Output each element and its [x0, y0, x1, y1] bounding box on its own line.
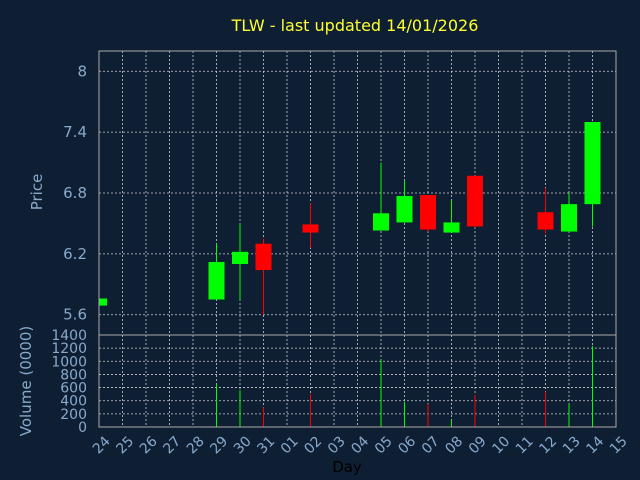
x-tick-label: 08 [442, 433, 466, 457]
volume-panel-frame [98, 334, 617, 428]
candle-body [302, 224, 319, 233]
candle-body [537, 212, 554, 230]
chart-title: TLW - last updated 14/01/2026 [231, 16, 479, 35]
volume-tick-label: 1400 [51, 328, 87, 344]
x-tick-label: 29 [207, 433, 231, 457]
x-tick-label: 15 [607, 433, 631, 457]
x-tick-label: 12 [536, 433, 560, 457]
volume-axis-label: Volume (0000) [17, 326, 35, 436]
price-axis-label: Price [28, 174, 46, 211]
volume-grid [98, 334, 617, 428]
candle-body [232, 251, 248, 264]
x-tick-label: 28 [184, 433, 208, 457]
x-tick-label: 14 [583, 433, 607, 457]
x-axis-label: Day [332, 458, 362, 476]
candle-body [420, 195, 436, 230]
candle-body [561, 204, 577, 232]
x-tick-label: 02 [301, 433, 325, 457]
x-tick-label: 26 [137, 433, 161, 457]
volume-tick-label: 1200 [51, 341, 87, 357]
x-tick-label: 07 [419, 433, 443, 457]
volume-tick-label: 200 [60, 407, 87, 423]
volume-tick-label: 1000 [51, 354, 87, 370]
volume-tick-label: 0 [78, 420, 87, 436]
candle-body [467, 175, 483, 227]
volume-tick-label: 800 [60, 367, 87, 383]
candle-body [99, 298, 107, 306]
candle-body [584, 122, 601, 205]
candle-body [373, 213, 389, 231]
x-tick-label: 30 [231, 433, 255, 457]
candles [98, 122, 601, 315]
price-tick-label: 7.4 [63, 123, 87, 141]
price-tick-label: 8 [77, 62, 87, 80]
candle-body [208, 261, 225, 300]
candle-body [396, 196, 413, 223]
candle-body [443, 222, 460, 233]
x-tick-label: 04 [348, 433, 372, 457]
price-tick-label: 6.2 [63, 245, 87, 263]
x-tick-label: 06 [395, 433, 419, 457]
x-tick-label: 01 [278, 433, 302, 457]
candle-body [255, 243, 272, 271]
x-ticks: 24 25 26 27 28 29 30 31 01 02 03 04 05 06 07 08 09 10 11 12… [90, 433, 631, 457]
price-grid [98, 51, 617, 335]
x-tick-label: 09 [466, 433, 490, 457]
volume-bars [216, 346, 593, 427]
price-tick-label: 5.6 [63, 306, 87, 324]
x-tick-label: 13 [560, 433, 584, 457]
price-tick-label: 6.8 [63, 184, 87, 202]
x-tick-label: 11 [513, 433, 537, 457]
x-tick-label: 03 [325, 433, 349, 457]
volume-tick-label: 600 [60, 381, 87, 397]
x-tick-label: 10 [489, 433, 513, 457]
x-tick-label: 05 [372, 433, 396, 457]
x-tick-label: 25 [113, 433, 137, 457]
x-tick-label: 27 [160, 433, 184, 457]
x-tick-label: 24 [90, 433, 114, 457]
volume-tick-label: 400 [60, 394, 87, 410]
x-tick-label: 31 [254, 433, 278, 457]
price-y-ticks: 5.6 6.2 6.8 7.4 8 [63, 62, 87, 323]
